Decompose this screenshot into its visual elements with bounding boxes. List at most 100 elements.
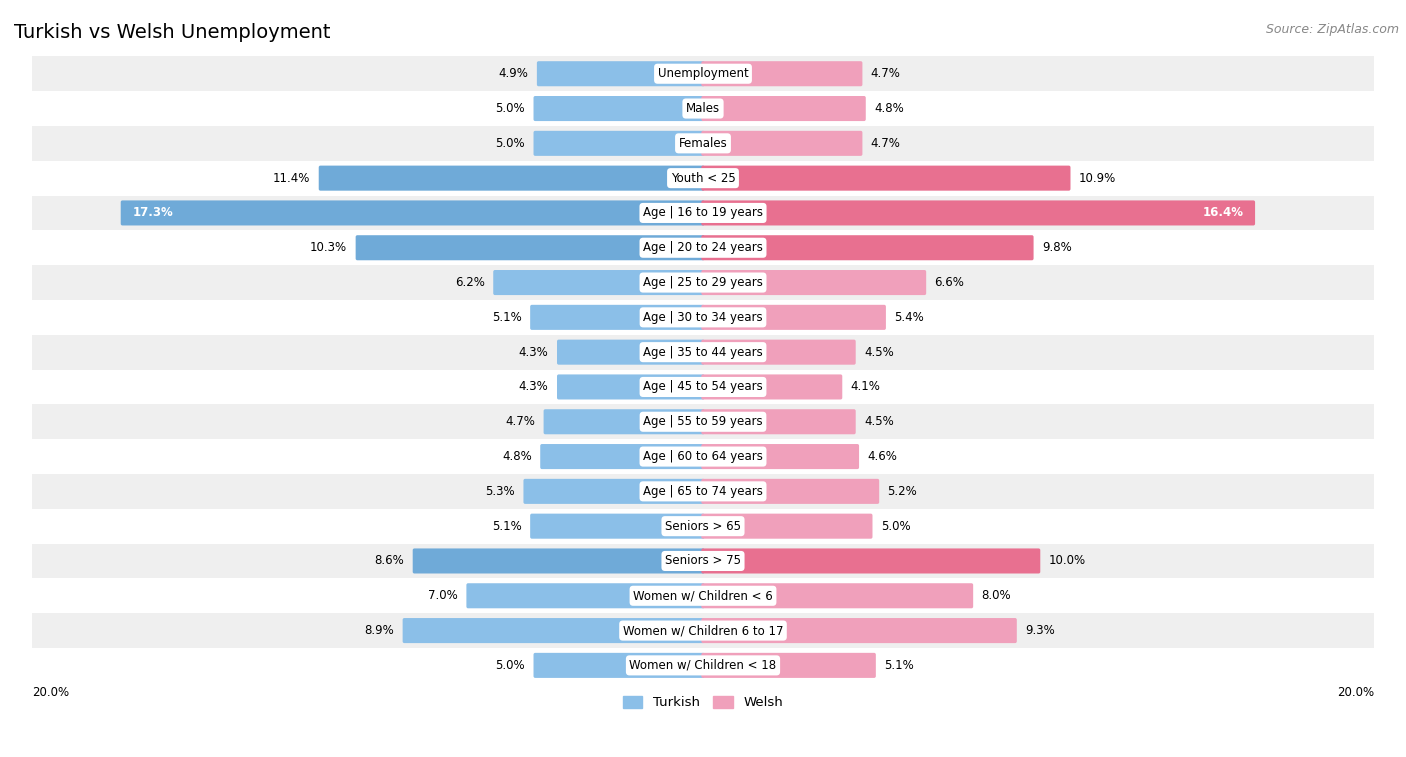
FancyBboxPatch shape (702, 479, 879, 504)
FancyBboxPatch shape (530, 514, 704, 539)
FancyBboxPatch shape (494, 270, 704, 295)
FancyBboxPatch shape (702, 375, 842, 400)
Text: Females: Females (679, 137, 727, 150)
FancyBboxPatch shape (537, 61, 704, 86)
Text: 10.0%: 10.0% (1049, 554, 1085, 568)
Text: Age | 30 to 34 years: Age | 30 to 34 years (643, 311, 763, 324)
Bar (32, 509, 1374, 544)
FancyBboxPatch shape (702, 514, 873, 539)
Bar (32, 578, 1374, 613)
Text: 20.0%: 20.0% (1337, 686, 1374, 699)
Bar (32, 404, 1374, 439)
Text: 7.0%: 7.0% (429, 589, 458, 603)
Text: Youth < 25: Youth < 25 (671, 172, 735, 185)
FancyBboxPatch shape (702, 548, 1040, 574)
Text: 4.3%: 4.3% (519, 381, 548, 394)
Text: 4.5%: 4.5% (865, 346, 894, 359)
Text: 4.8%: 4.8% (875, 102, 904, 115)
Text: 5.1%: 5.1% (884, 659, 914, 672)
Bar (32, 230, 1374, 265)
Text: Women w/ Children < 18: Women w/ Children < 18 (630, 659, 776, 672)
FancyBboxPatch shape (402, 618, 704, 643)
Text: 5.2%: 5.2% (887, 485, 917, 498)
Text: Age | 65 to 74 years: Age | 65 to 74 years (643, 485, 763, 498)
Text: 6.6%: 6.6% (935, 276, 965, 289)
Text: 4.7%: 4.7% (870, 137, 901, 150)
Text: 4.9%: 4.9% (499, 67, 529, 80)
Text: 9.8%: 9.8% (1042, 241, 1071, 254)
Bar (32, 369, 1374, 404)
Text: 5.0%: 5.0% (495, 137, 524, 150)
Bar (32, 544, 1374, 578)
FancyBboxPatch shape (702, 410, 856, 435)
Bar (32, 265, 1374, 300)
Bar (32, 195, 1374, 230)
FancyBboxPatch shape (356, 235, 704, 260)
FancyBboxPatch shape (702, 96, 866, 121)
FancyBboxPatch shape (467, 583, 704, 609)
Text: 4.3%: 4.3% (519, 346, 548, 359)
FancyBboxPatch shape (413, 548, 704, 574)
Text: Source: ZipAtlas.com: Source: ZipAtlas.com (1265, 23, 1399, 36)
Bar (32, 439, 1374, 474)
Text: Males: Males (686, 102, 720, 115)
Text: 8.0%: 8.0% (981, 589, 1011, 603)
FancyBboxPatch shape (523, 479, 704, 504)
Text: 4.8%: 4.8% (502, 450, 531, 463)
Text: Unemployment: Unemployment (658, 67, 748, 80)
FancyBboxPatch shape (702, 583, 973, 609)
Bar (32, 648, 1374, 683)
Bar (32, 160, 1374, 195)
Text: 4.7%: 4.7% (870, 67, 901, 80)
Text: 5.1%: 5.1% (492, 519, 522, 533)
Bar (32, 335, 1374, 369)
Text: Age | 60 to 64 years: Age | 60 to 64 years (643, 450, 763, 463)
Text: 8.9%: 8.9% (364, 624, 394, 637)
FancyBboxPatch shape (530, 305, 704, 330)
Text: 5.3%: 5.3% (485, 485, 515, 498)
Text: Turkish vs Welsh Unemployment: Turkish vs Welsh Unemployment (14, 23, 330, 42)
Bar (32, 613, 1374, 648)
FancyBboxPatch shape (702, 235, 1033, 260)
FancyBboxPatch shape (702, 340, 856, 365)
Legend: Turkish, Welsh: Turkish, Welsh (617, 690, 789, 715)
Text: 4.7%: 4.7% (505, 416, 536, 428)
Text: 6.2%: 6.2% (456, 276, 485, 289)
Text: Age | 25 to 29 years: Age | 25 to 29 years (643, 276, 763, 289)
Bar (32, 300, 1374, 335)
FancyBboxPatch shape (702, 201, 1256, 226)
Text: 10.9%: 10.9% (1078, 172, 1116, 185)
Text: Age | 20 to 24 years: Age | 20 to 24 years (643, 241, 763, 254)
FancyBboxPatch shape (702, 305, 886, 330)
FancyBboxPatch shape (557, 340, 704, 365)
Text: 17.3%: 17.3% (132, 207, 173, 220)
Text: 4.5%: 4.5% (865, 416, 894, 428)
FancyBboxPatch shape (702, 444, 859, 469)
FancyBboxPatch shape (702, 653, 876, 678)
Bar (32, 56, 1374, 91)
Text: 4.1%: 4.1% (851, 381, 880, 394)
FancyBboxPatch shape (702, 166, 1070, 191)
FancyBboxPatch shape (533, 96, 704, 121)
FancyBboxPatch shape (702, 270, 927, 295)
Text: Age | 16 to 19 years: Age | 16 to 19 years (643, 207, 763, 220)
Text: 5.0%: 5.0% (495, 102, 524, 115)
FancyBboxPatch shape (540, 444, 704, 469)
Bar (32, 91, 1374, 126)
Text: 8.6%: 8.6% (374, 554, 405, 568)
FancyBboxPatch shape (121, 201, 704, 226)
Text: 11.4%: 11.4% (273, 172, 311, 185)
Text: Women w/ Children < 6: Women w/ Children < 6 (633, 589, 773, 603)
Text: Seniors > 75: Seniors > 75 (665, 554, 741, 568)
FancyBboxPatch shape (702, 61, 862, 86)
Text: Women w/ Children 6 to 17: Women w/ Children 6 to 17 (623, 624, 783, 637)
Text: 10.3%: 10.3% (311, 241, 347, 254)
Text: 4.6%: 4.6% (868, 450, 897, 463)
FancyBboxPatch shape (319, 166, 704, 191)
FancyBboxPatch shape (533, 131, 704, 156)
Text: 5.1%: 5.1% (492, 311, 522, 324)
Text: Age | 55 to 59 years: Age | 55 to 59 years (643, 416, 763, 428)
Text: 5.4%: 5.4% (894, 311, 924, 324)
Bar (32, 474, 1374, 509)
Text: Age | 35 to 44 years: Age | 35 to 44 years (643, 346, 763, 359)
